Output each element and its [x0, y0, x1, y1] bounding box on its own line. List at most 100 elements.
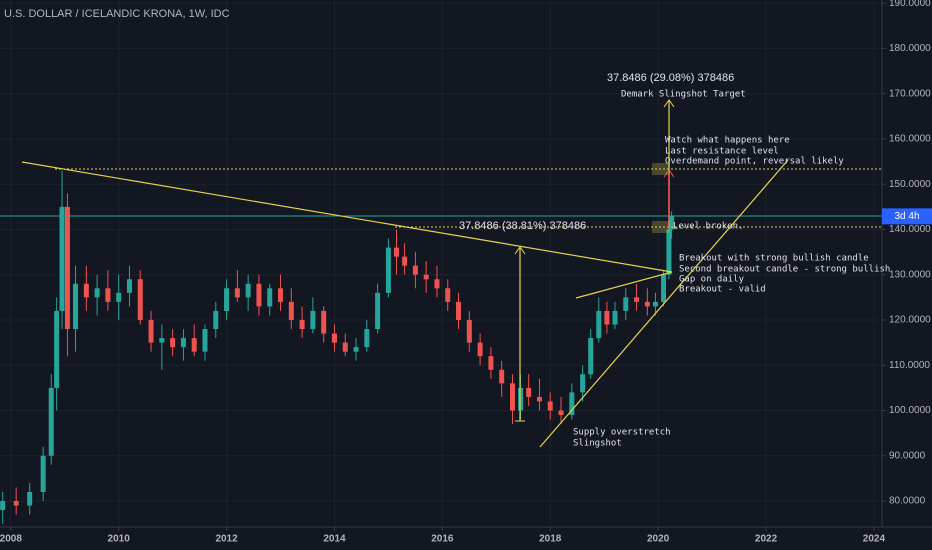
annotation: Breakout with strong bullish candle [679, 254, 869, 264]
y-tick-label: 140.0000 [889, 224, 931, 235]
measure-arrow [514, 246, 526, 255]
candle-body [170, 338, 176, 348]
candle-body [375, 292, 381, 330]
annotation: Watch what happens here [665, 136, 790, 146]
candle-body [612, 310, 618, 325]
y-tick-label: 80.0000 [889, 496, 926, 507]
candle-body [126, 279, 132, 293]
candle-body [342, 342, 348, 352]
candle-body [509, 383, 515, 411]
candle-body [402, 256, 408, 266]
drawings [0, 99, 882, 448]
annotation: Gap on daily [679, 275, 745, 285]
candle-body [288, 301, 294, 320]
annotations: 37.8486 (29.08%) 378486 Demark Slingshot … [459, 72, 890, 449]
chart-title: U.S. DOLLAR / ICELANDIC KRONA, 1W, IDC [4, 8, 230, 20]
candle-body [224, 288, 230, 311]
y-tick-label: 180.0000 [889, 43, 931, 54]
candle-body [423, 274, 429, 280]
candle-body [569, 392, 575, 416]
candle-body [116, 292, 122, 302]
x-tick-label: 2016 [431, 534, 454, 545]
annotation: 37.8486 (29.08%) 378486 [607, 72, 734, 84]
candle-body [596, 310, 602, 339]
candle-body [73, 283, 79, 330]
candle-body [54, 310, 60, 388]
countdown-label: 3d 4h [894, 211, 919, 222]
candle-body [48, 387, 54, 456]
candle-body [364, 329, 370, 348]
candle-body [466, 319, 472, 343]
y-tick-label: 90.0000 [889, 450, 926, 461]
candle-body [652, 301, 658, 307]
y-tick-label: 170.0000 [889, 88, 931, 99]
y-tick-label: 120.0000 [889, 315, 931, 326]
x-tick-label: 2010 [108, 534, 131, 545]
candle-body [0, 501, 6, 511]
annotation: Supply overstretch [573, 428, 671, 438]
candle-body [267, 288, 273, 307]
candle-body [94, 288, 100, 298]
candle-body [499, 369, 505, 384]
candle-body [634, 297, 640, 302]
candle-body [299, 319, 305, 330]
y-tick-label: 150.0000 [889, 179, 931, 190]
candle-body [623, 297, 629, 311]
candle-body [234, 288, 240, 298]
candle-body [321, 310, 327, 334]
candle-body [661, 274, 667, 302]
zone [652, 163, 670, 175]
candle-body [13, 501, 19, 506]
trend-line [21, 161, 673, 273]
candle-body [105, 288, 111, 302]
trend-line [539, 159, 789, 448]
annotation: Level broken. [673, 222, 743, 232]
candle-body [310, 310, 316, 330]
candle-body [526, 387, 532, 397]
candle-body [159, 338, 165, 343]
candle-body [488, 356, 494, 370]
candle-body [445, 288, 451, 302]
annotation: Last resistance level [665, 147, 779, 157]
y-tick-label: 110.0000 [889, 360, 930, 371]
candle-body [558, 410, 564, 416]
candle-body [213, 310, 219, 330]
candle-body [412, 265, 418, 275]
candle-body [59, 206, 65, 311]
annotation: Overdemand point, reversal likely [665, 157, 844, 167]
candle-body [27, 491, 33, 506]
candle-body [536, 396, 542, 402]
candle-body [256, 283, 262, 307]
resistance-arrow [663, 169, 675, 178]
target-arrow [663, 99, 675, 108]
x-tick-label: 2020 [647, 534, 670, 545]
annotation: Breakout - valid [679, 285, 766, 295]
candle-body [245, 283, 251, 298]
candle-body [669, 216, 675, 230]
annotation: Demark Slingshot Target [621, 90, 746, 100]
candle-body [393, 247, 399, 257]
candle-body [434, 279, 440, 289]
candle-body [547, 401, 553, 411]
y-tick-label: 190.0000 [889, 0, 931, 9]
candle-body [40, 455, 46, 492]
y-tick-label: 100.0000 [889, 405, 931, 416]
candle-body [588, 338, 594, 375]
candle-body [137, 279, 143, 320]
x-tick-label: 2024 [863, 534, 886, 545]
candle-body [331, 333, 337, 343]
zone [652, 221, 670, 233]
x-tick-label: 2012 [215, 534, 238, 545]
candle-body [385, 247, 391, 293]
candle-body [580, 374, 586, 393]
candle-body [180, 338, 186, 348]
y-tick-label: 130.0000 [889, 269, 931, 280]
candle-body [278, 288, 284, 302]
countdown-box [882, 208, 932, 225]
x-tick-label: 2008 [0, 534, 22, 545]
candle-body [456, 301, 462, 320]
candle-body [666, 229, 672, 275]
